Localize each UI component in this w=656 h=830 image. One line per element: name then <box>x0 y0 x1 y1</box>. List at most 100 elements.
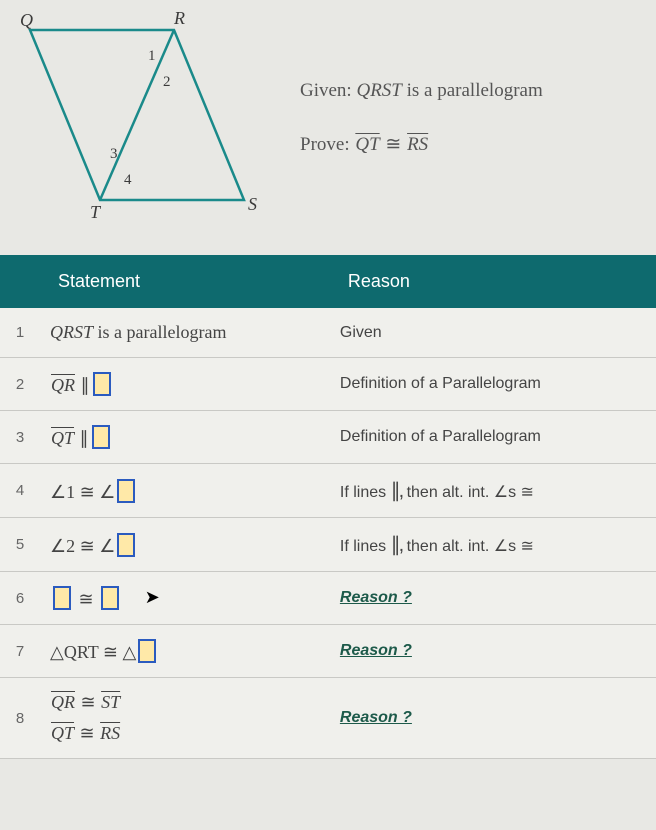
fill-blank[interactable] <box>117 479 135 503</box>
reason-cell: Definition of a Parallelogram <box>330 358 656 411</box>
row-num: 4 <box>0 464 40 518</box>
statement-cell: △QRT ≅ △ <box>40 625 330 678</box>
reason-link[interactable]: Reason ? <box>340 589 412 606</box>
row-num: 7 <box>0 625 40 678</box>
segment: QT <box>50 428 75 448</box>
prove-rel: ≅ <box>381 134 406 155</box>
congruence-line: QR ≅ ST <box>50 692 320 713</box>
row-num: 8 <box>0 678 40 759</box>
header-statement: Statement <box>40 255 330 308</box>
table-header-row: Statement Reason <box>0 255 656 308</box>
angle-4-label: 4 <box>124 172 132 188</box>
parallelogram-diagram: Q R S T 1 2 3 4 <box>20 10 260 225</box>
table-row: 2 QR ∥ Definition of a Parallelogram <box>0 358 656 411</box>
reason-cell: Definition of a Parallelogram <box>330 411 656 464</box>
congruence-line: QT ≅ RS <box>50 723 320 744</box>
angle-symbol: ∠ <box>494 538 508 555</box>
table-row: 6 ≅ ➤ Reason ? <box>0 572 656 625</box>
fill-blank[interactable] <box>53 586 71 610</box>
parallel-symbol: ∥, <box>391 534 403 556</box>
congruent-symbol: ≅ <box>74 589 98 609</box>
triangle-expr: △QRT ≅ △ <box>50 642 136 662</box>
prove-line: Prove: QT ≅ RS <box>300 118 636 171</box>
header-blank <box>0 255 40 308</box>
segment: QR <box>50 692 76 712</box>
proof-table: Statement Reason 1 QRST is a parallelogr… <box>0 255 656 759</box>
given-line: Given: QRST is a parallelogram <box>300 64 636 117</box>
given-prove-block: Given: QRST is a parallelogram Prove: QT… <box>300 64 636 170</box>
angle-expr: ∠2 ≅ ∠ <box>50 536 115 556</box>
segment: ST <box>100 692 121 712</box>
vertex-S: S <box>248 194 257 214</box>
parallel-symbol: ∥ <box>80 428 90 448</box>
statement-cell: ∠2 ≅ ∠ <box>40 518 330 572</box>
table-row: 1 QRST is a parallelogram Given <box>0 308 656 358</box>
congruent-symbol: ≅ <box>76 692 100 712</box>
stmt-shape: QRST <box>50 322 93 342</box>
fill-blank[interactable] <box>92 425 110 449</box>
row-num: 5 <box>0 518 40 572</box>
given-shape: QRST <box>356 80 401 101</box>
prove-seg2: RS <box>406 134 429 155</box>
reason-text: s ≅ <box>508 538 534 555</box>
proof-table-wrap: Statement Reason 1 QRST is a parallelogr… <box>0 255 656 769</box>
segment-blank <box>89 428 113 448</box>
statement-cell: QRST is a parallelogram <box>40 308 330 358</box>
given-label: Given: <box>300 80 352 101</box>
problem-header: Q R S T 1 2 3 4 Given: QRST is a paralle… <box>0 0 656 255</box>
reason-text: If lines <box>340 484 391 501</box>
reason-link[interactable]: Reason ? <box>340 709 412 726</box>
parallel-symbol: ∥, <box>391 480 403 502</box>
reason-text: then alt. int. <box>402 538 494 555</box>
table-row: 8 QR ≅ ST QT ≅ RS Reason ? <box>0 678 656 759</box>
statement-cell: ∠1 ≅ ∠ <box>40 464 330 518</box>
stmt-text: is a parallelogram <box>93 322 226 342</box>
reason-text: If lines <box>340 538 391 555</box>
given-rest: is a parallelogram <box>402 80 543 101</box>
table-row: 4 ∠1 ≅ ∠ If lines ∥, then alt. int. ∠s ≅ <box>0 464 656 518</box>
segment: QR <box>50 375 76 395</box>
parallel-symbol: ∥ <box>81 375 91 395</box>
reason-cell: Reason ? <box>330 625 656 678</box>
angle-3-label: 3 <box>110 146 118 162</box>
vertex-Q: Q <box>20 10 33 30</box>
row-num: 1 <box>0 308 40 358</box>
reason-cell: Reason ? <box>330 678 656 759</box>
table-row: 5 ∠2 ≅ ∠ If lines ∥, then alt. int. ∠s ≅ <box>0 518 656 572</box>
header-reason: Reason <box>330 255 656 308</box>
reason-cell: Reason ? <box>330 572 656 625</box>
diagram-svg: Q R S T 1 2 3 4 <box>20 10 260 220</box>
row-num: 3 <box>0 411 40 464</box>
segment: RS <box>99 723 121 743</box>
reason-text: then alt. int. <box>402 484 494 501</box>
reason-link[interactable]: Reason ? <box>340 642 412 659</box>
statement-cell: QR ≅ ST QT ≅ RS <box>40 678 330 759</box>
angle-2-label: 2 <box>163 74 171 90</box>
fill-blank[interactable] <box>138 639 156 663</box>
table-row: 3 QT ∥ Definition of a Parallelogram <box>0 411 656 464</box>
reason-cell: Given <box>330 308 656 358</box>
angle-expr: ∠1 ≅ ∠ <box>50 482 115 502</box>
fill-blank[interactable] <box>117 533 135 557</box>
segment-blank <box>90 375 114 395</box>
angle-symbol: ∠ <box>494 484 508 501</box>
row-num: 6 <box>0 572 40 625</box>
vertex-T: T <box>90 202 102 220</box>
table-row: 7 △QRT ≅ △ Reason ? <box>0 625 656 678</box>
segment-blank <box>98 589 122 609</box>
statement-cell: ≅ ➤ <box>40 572 330 625</box>
reason-text: s ≅ <box>508 484 534 501</box>
segment: QT <box>50 723 75 743</box>
statement-cell: QR ∥ <box>40 358 330 411</box>
reason-cell: If lines ∥, then alt. int. ∠s ≅ <box>330 464 656 518</box>
vertex-R: R <box>173 10 185 28</box>
congruent-symbol: ≅ <box>75 723 99 743</box>
segment-blank <box>50 589 74 609</box>
reason-cell: If lines ∥, then alt. int. ∠s ≅ <box>330 518 656 572</box>
prove-seg1: QT <box>354 134 380 155</box>
cursor-icon: ➤ <box>145 587 160 608</box>
angle-1-label: 1 <box>148 48 156 64</box>
fill-blank[interactable] <box>101 586 119 610</box>
fill-blank[interactable] <box>93 372 111 396</box>
row-num: 2 <box>0 358 40 411</box>
